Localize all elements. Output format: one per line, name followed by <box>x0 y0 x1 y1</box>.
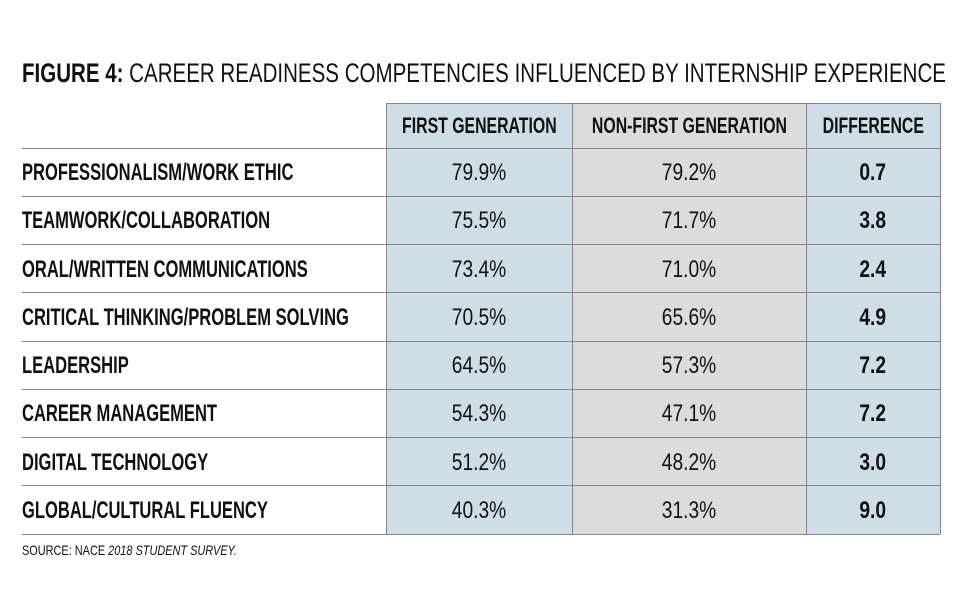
row-rule <box>22 195 940 197</box>
difference-cell: 9.0 <box>806 488 940 534</box>
source-title: 2018 STUDENT SURVEY. <box>108 542 237 558</box>
column-header: FIRST GENERATION <box>386 103 572 148</box>
percent-cell: 79.2% <box>572 150 806 196</box>
difference-cell-text: 2.4 <box>859 255 887 283</box>
percent-cell-text: 79.2% <box>661 159 717 187</box>
difference-cell: 3.0 <box>806 440 940 486</box>
header-rule <box>386 102 940 104</box>
row-label: DIGITAL TECHNOLOGY <box>22 440 386 486</box>
percent-cell-text: 64.5% <box>451 352 507 380</box>
difference-cell-text: 4.9 <box>859 303 887 331</box>
row-rule <box>22 244 940 245</box>
column-rule <box>939 103 941 534</box>
difference-cell-text: 7.2 <box>859 400 887 428</box>
column-bg <box>386 103 572 534</box>
column-header: NON-FIRST GENERATION <box>572 103 806 148</box>
row-label-text: GLOBAL/CULTURAL FLUENCY <box>22 496 268 524</box>
percent-cell: 40.3% <box>386 488 572 534</box>
difference-cell: 7.2 <box>806 391 940 437</box>
percent-cell: 73.4% <box>386 247 572 293</box>
percent-cell-text: 65.6% <box>661 303 717 331</box>
row-label: PROFESSIONALISM/WORK ETHIC <box>22 150 386 196</box>
difference-cell-text: 3.8 <box>859 207 887 235</box>
row-label: TEAMWORK/COLLABORATION <box>22 198 386 244</box>
percent-cell-text: 54.3% <box>451 400 507 428</box>
percent-cell: 79.9% <box>386 150 572 196</box>
row-rule <box>22 147 940 149</box>
title-text: CAREER READINESS COMPETENCIES INFLUENCED… <box>129 58 946 88</box>
percent-cell: 71.7% <box>572 198 806 244</box>
row-label: CRITICAL THINKING/PROBLEM SOLVING <box>22 295 386 341</box>
row-rule <box>22 485 940 487</box>
row-rule <box>22 437 940 438</box>
percent-cell-text: 71.7% <box>661 207 717 235</box>
column-rule <box>805 103 807 534</box>
row-rule <box>22 340 940 342</box>
title-label: FIGURE 4: <box>22 58 124 88</box>
difference-cell: 4.9 <box>806 295 940 341</box>
column-rule <box>385 103 387 534</box>
row-label: LEADERSHIP <box>22 343 386 389</box>
percent-cell: 65.6% <box>572 295 806 341</box>
column-bg <box>806 103 940 534</box>
column-header: DIFFERENCE <box>806 103 940 148</box>
row-label: CAREER MANAGEMENT <box>22 391 386 437</box>
row-rule <box>22 292 940 294</box>
difference-cell-text: 7.2 <box>859 352 887 380</box>
row-rule <box>22 388 940 390</box>
difference-cell-text: 3.0 <box>859 448 887 476</box>
source-prefix: SOURCE: NACE <box>22 542 106 558</box>
percent-cell: 51.2% <box>386 440 572 486</box>
row-label: ORAL/WRITTEN COMMUNICATIONS <box>22 247 386 293</box>
percent-cell-text: 73.4% <box>451 255 507 283</box>
percent-cell: 54.3% <box>386 391 572 437</box>
percent-cell: 70.5% <box>386 295 572 341</box>
percent-cell: 75.5% <box>386 198 572 244</box>
percent-cell-text: 79.9% <box>451 159 507 187</box>
percent-cell-text: 57.3% <box>661 352 717 380</box>
difference-cell: 7.2 <box>806 343 940 389</box>
difference-cell: 0.7 <box>806 150 940 196</box>
percent-cell: 31.3% <box>572 488 806 534</box>
difference-cell: 3.8 <box>806 198 940 244</box>
row-label-text: ORAL/WRITTEN COMMUNICATIONS <box>22 255 308 283</box>
row-label-text: LEADERSHIP <box>22 352 129 380</box>
percent-cell-text: 48.2% <box>661 448 717 476</box>
row-label: GLOBAL/CULTURAL FLUENCY <box>22 488 386 534</box>
percent-cell: 48.2% <box>572 440 806 486</box>
percent-cell: 47.1% <box>572 391 806 437</box>
row-label-text: CAREER MANAGEMENT <box>22 400 218 428</box>
row-label-text: TEAMWORK/COLLABORATION <box>22 207 271 235</box>
percent-cell-text: 51.2% <box>451 448 507 476</box>
difference-cell-text: 0.7 <box>859 159 887 187</box>
percent-cell: 64.5% <box>386 343 572 389</box>
row-label-text: DIGITAL TECHNOLOGY <box>22 448 209 476</box>
title: FIGURE 4: CAREER READINESS COMPETENCIES … <box>22 58 952 90</box>
percent-cell-text: 75.5% <box>451 207 507 235</box>
row-rule <box>22 533 940 535</box>
percent-cell-text: 70.5% <box>451 303 507 331</box>
difference-cell-text: 9.0 <box>859 496 887 524</box>
column-header-text: FIRST GENERATION <box>401 112 557 138</box>
percent-cell-text: 31.3% <box>661 496 717 524</box>
column-header-text: DIFFERENCE <box>822 112 924 138</box>
row-label-text: CRITICAL THINKING/PROBLEM SOLVING <box>22 303 349 331</box>
percent-cell-text: 40.3% <box>451 496 507 524</box>
source: SOURCE: NACE 2018 STUDENT SURVEY. <box>22 542 622 560</box>
row-label-text: PROFESSIONALISM/WORK ETHIC <box>22 159 294 187</box>
column-rule <box>571 103 573 534</box>
column-bg <box>572 103 806 534</box>
percent-cell: 57.3% <box>572 343 806 389</box>
percent-cell-text: 71.0% <box>661 255 717 283</box>
column-header-text: NON-FIRST GENERATION <box>591 112 787 138</box>
percent-cell: 71.0% <box>572 247 806 293</box>
difference-cell: 2.4 <box>806 247 940 293</box>
percent-cell-text: 47.1% <box>661 400 717 428</box>
